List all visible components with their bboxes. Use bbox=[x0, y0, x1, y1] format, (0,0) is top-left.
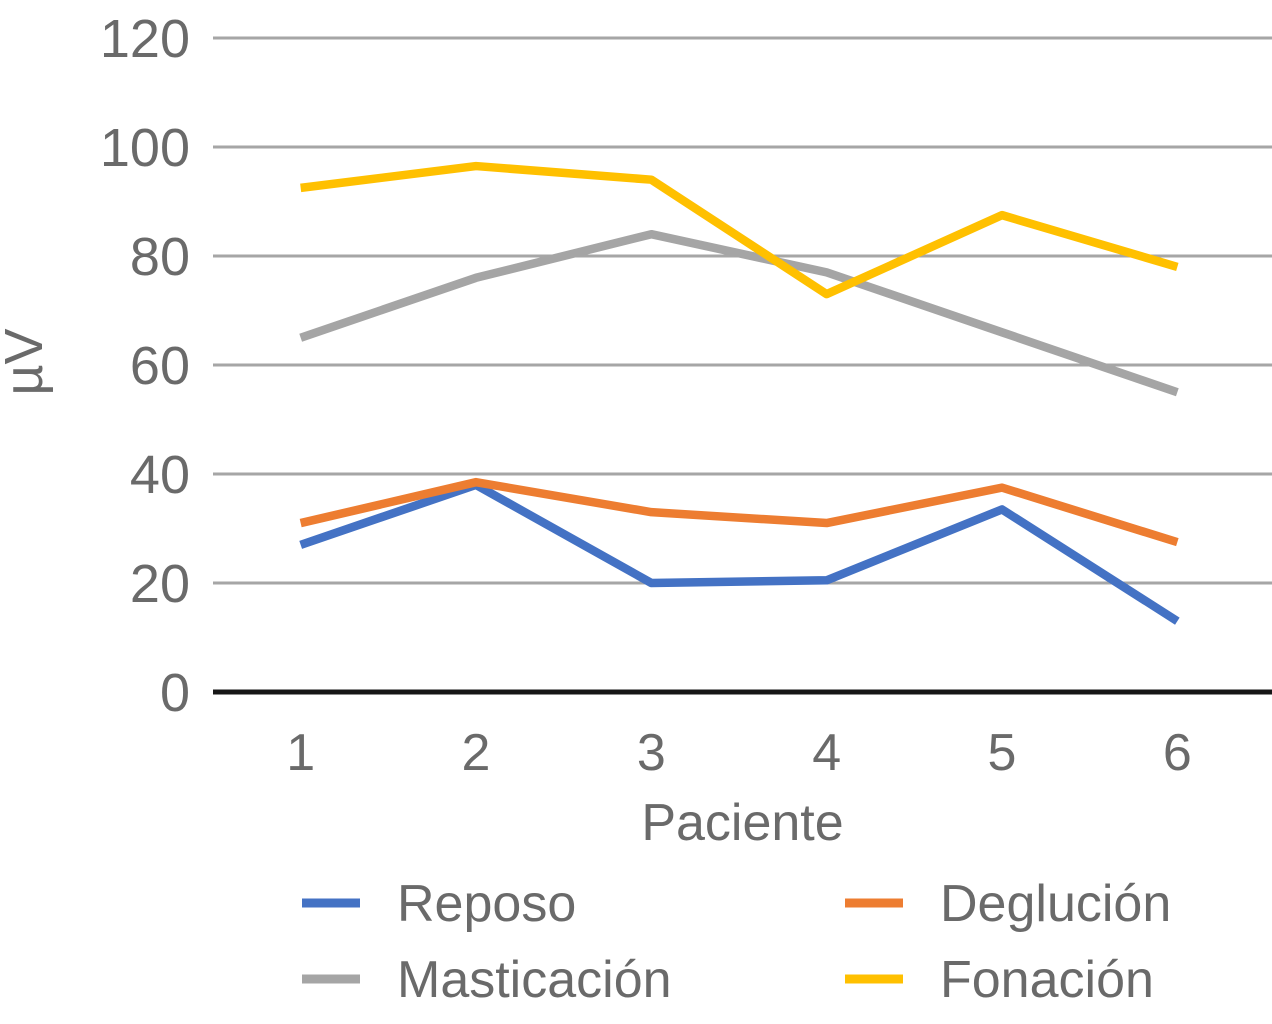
legend-label-fonacion: Fonación bbox=[940, 951, 1154, 1009]
legend-label-masticacion: Masticación bbox=[397, 951, 672, 1009]
y-tick-label-0: 0 bbox=[160, 663, 190, 723]
x-tick-label-3: 3 bbox=[637, 724, 666, 782]
y-axis-title: µV bbox=[0, 328, 54, 395]
x-tick-label-5: 5 bbox=[988, 724, 1017, 782]
legend-swatch-fonacion bbox=[845, 974, 903, 984]
x-axis-title: Paciente bbox=[641, 794, 843, 852]
legend-label-reposo: Reposo bbox=[397, 875, 576, 933]
legend-swatch-masticacion bbox=[302, 974, 360, 984]
y-tick-label-60: 60 bbox=[130, 336, 190, 396]
x-tick-label-1: 1 bbox=[286, 724, 315, 782]
y-tick-label-120: 120 bbox=[100, 9, 190, 69]
y-tick-label-100: 100 bbox=[100, 118, 190, 178]
x-tick-label-4: 4 bbox=[812, 724, 841, 782]
legend-item-reposo: Reposo bbox=[302, 875, 576, 933]
y-tick-label-80: 80 bbox=[130, 227, 190, 287]
series-line-fonacion bbox=[300, 161, 1179, 299]
x-tick-label-2: 2 bbox=[462, 724, 491, 782]
y-tick-label-40: 40 bbox=[130, 445, 190, 505]
series-line-masticacion bbox=[299, 229, 1179, 397]
legend-swatch-deglucion bbox=[845, 898, 903, 908]
legend-item-masticacion: Masticación bbox=[302, 951, 672, 1009]
legend-swatch-reposo bbox=[302, 898, 360, 908]
series-line-reposo bbox=[299, 480, 1180, 625]
y-tick-label-20: 20 bbox=[130, 554, 190, 614]
legend-item-fonacion: Fonación bbox=[845, 951, 1154, 1009]
x-tick-label-6: 6 bbox=[1163, 724, 1192, 782]
series-line-deglucion bbox=[299, 477, 1179, 547]
legend-item-deglucion: Deglución bbox=[845, 875, 1171, 933]
legend-label-deglucion: Deglución bbox=[940, 875, 1171, 933]
